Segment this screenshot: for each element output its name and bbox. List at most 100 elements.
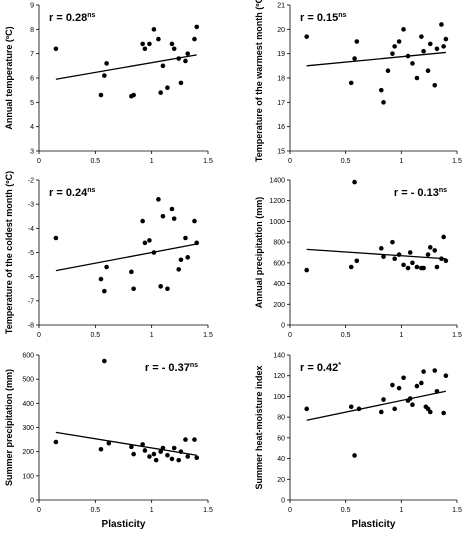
data-point	[183, 437, 188, 442]
data-point	[381, 254, 386, 259]
data-point	[102, 73, 107, 78]
data-point	[160, 213, 166, 219]
significance-marker: ns	[190, 362, 198, 369]
data-point	[441, 410, 446, 416]
y-tick-label: -5	[28, 250, 34, 257]
data-point	[142, 46, 148, 52]
x-tick-label: 0	[288, 332, 292, 339]
y-tick-label: 21	[277, 3, 285, 10]
data-point	[434, 388, 440, 394]
correlation-value: r = 0.28	[49, 12, 87, 24]
data-point	[348, 264, 354, 270]
data-point	[165, 85, 170, 91]
data-point	[131, 286, 136, 292]
data-point	[158, 449, 163, 454]
regression-line	[306, 51, 446, 67]
data-point	[147, 454, 152, 459]
x-tick-label: 1.5	[452, 158, 462, 165]
data-point	[414, 264, 420, 270]
y-tick-label: 7	[30, 51, 34, 58]
y-tick-label: 5	[30, 100, 34, 107]
data-point	[102, 358, 107, 364]
y-tick-label: 0	[281, 498, 285, 505]
correlation-value: r = - 0.13	[394, 187, 439, 199]
x-tick-label: 1	[399, 158, 403, 165]
x-axis-label: Plasticity	[102, 519, 146, 530]
correlation-value: r = 0.42	[300, 362, 338, 374]
data-point	[410, 402, 415, 408]
data-point	[432, 248, 438, 253]
data-point	[354, 39, 360, 44]
correlation-value: r = 0.24	[49, 187, 88, 199]
y-axis-label: Annual temperature (ºC)	[4, 26, 14, 129]
x-tick-label: 1.5	[203, 507, 213, 514]
data-point	[142, 240, 148, 246]
regression-line	[306, 390, 446, 421]
data-point	[407, 396, 413, 401]
data-point	[142, 448, 148, 453]
correlation-annotation: r = - 0.13ns	[394, 187, 447, 199]
data-point	[304, 34, 310, 39]
data-point	[156, 197, 161, 202]
correlation-value: r = 0.15	[300, 12, 338, 24]
data-point	[352, 453, 357, 458]
y-tick-label: 80	[277, 415, 285, 422]
y-tick-label: -2	[28, 178, 34, 185]
y-tick-label: 600	[22, 353, 34, 360]
data-point	[98, 276, 104, 282]
data-point	[171, 216, 177, 221]
y-axis-label: Temperature of the warmest month (ºC)	[254, 0, 264, 162]
data-point	[425, 252, 431, 257]
data-point	[102, 288, 107, 294]
y-tick-label: -3	[28, 202, 34, 209]
y-tick-label: 3	[30, 149, 34, 156]
data-point	[441, 234, 446, 240]
significance-marker: ns	[338, 12, 346, 19]
data-point	[410, 61, 415, 66]
data-point	[131, 92, 136, 98]
correlation-annotation: r = 0.28ns	[49, 12, 96, 24]
data-point	[53, 46, 59, 52]
data-point	[405, 265, 411, 271]
data-point	[419, 380, 424, 386]
data-point	[104, 61, 109, 66]
data-point	[396, 385, 402, 391]
data-point	[53, 439, 59, 445]
x-tick-label: 0.5	[90, 332, 100, 339]
data-point	[425, 68, 431, 73]
data-point	[171, 445, 177, 451]
data-point	[392, 256, 397, 262]
data-point	[427, 245, 433, 250]
data-point	[432, 83, 438, 88]
data-point	[106, 440, 112, 446]
data-point	[385, 68, 391, 73]
y-tick-label: 8	[30, 27, 34, 34]
y-tick-label: 1000	[269, 219, 285, 226]
panel-1: 3 4 5 6 7 8 9 0 0.5 1 1.5 Annual temperature (ºC) r …	[4, 3, 213, 166]
data-point	[441, 44, 446, 49]
data-point	[427, 41, 433, 47]
data-point	[405, 53, 411, 59]
data-point	[304, 406, 310, 412]
data-point	[171, 46, 177, 52]
data-point	[396, 39, 402, 44]
correlation-annotation: r = 0.15ns	[300, 12, 347, 24]
data-point	[185, 51, 191, 56]
data-point	[443, 36, 449, 42]
data-point	[178, 257, 184, 263]
panel-6: 0 20 40 60 80 100 120 140 0 0.5 1 1.5 Summer heat-mo…	[254, 353, 462, 531]
y-tick-label: -8	[28, 323, 34, 330]
data-point	[434, 264, 440, 270]
x-tick-label: 0	[288, 507, 292, 514]
y-tick-label: 400	[273, 281, 285, 288]
data-point	[378, 409, 384, 415]
data-point	[434, 46, 440, 52]
data-point	[129, 269, 134, 275]
data-point	[151, 27, 157, 32]
x-tick-label: 0.5	[90, 507, 100, 514]
data-point	[185, 454, 191, 459]
panel-3: -2 -3 -4 -5 -6 -7 -80 0.5 1 1.5 Temperature of the…	[4, 171, 213, 339]
data-point	[104, 264, 109, 270]
x-tick-label: 0	[37, 507, 41, 514]
data-point	[421, 369, 426, 374]
